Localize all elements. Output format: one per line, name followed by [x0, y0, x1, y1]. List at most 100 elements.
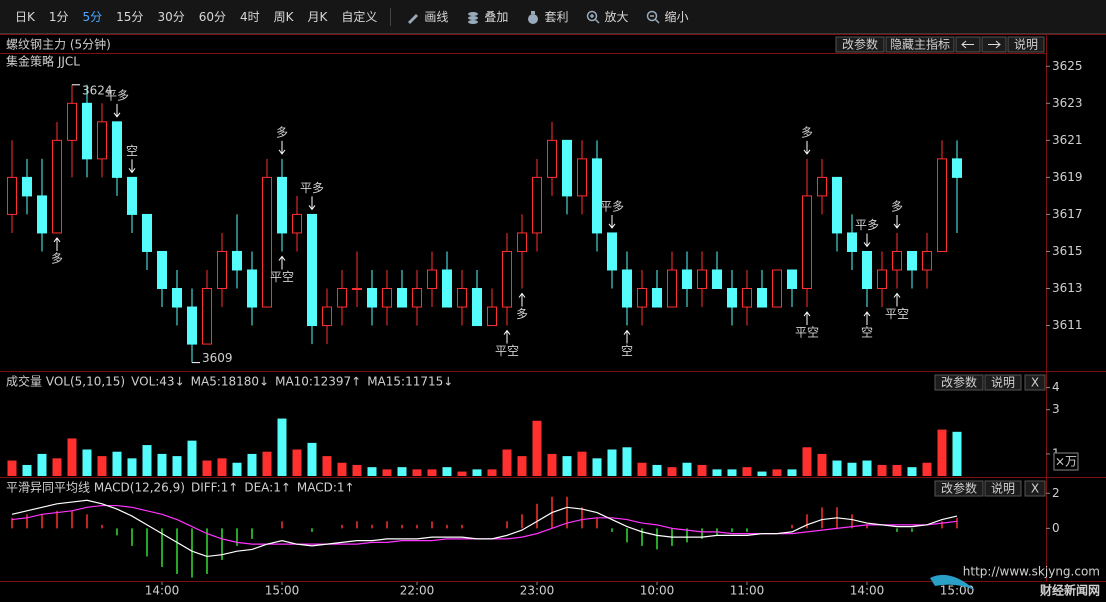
- unit-box: [1053, 452, 1079, 471]
- button[interactable]: [1007, 36, 1045, 53]
- button-label[interactable]: 说明: [1014, 37, 1038, 52]
- volume-bar: [82, 449, 92, 476]
- button[interactable]: [934, 480, 984, 497]
- volume-bar: [22, 464, 32, 476]
- y-tick-label: 3621: [1052, 133, 1083, 147]
- signal-arrow: [278, 255, 286, 270]
- candle-body: [712, 269, 722, 290]
- button[interactable]: [1024, 480, 1046, 497]
- volume-bar: [217, 458, 227, 476]
- signal-label: 多: [801, 125, 813, 139]
- candle-body: [817, 176, 827, 197]
- tool-button[interactable]: 套利: [517, 8, 577, 25]
- volume-bar: [367, 467, 377, 476]
- volume-bar: [67, 438, 77, 476]
- signal-arrow: [803, 140, 811, 155]
- button-label[interactable]: 改参数: [941, 375, 977, 390]
- y-tick-label: 2: [1052, 486, 1060, 500]
- x-tick-label: 14:00: [145, 584, 180, 598]
- volume-bar: [7, 460, 17, 476]
- candle-body: [112, 121, 122, 178]
- volume-bar: [352, 464, 362, 476]
- y-tick-label: 3613: [1052, 281, 1083, 295]
- button[interactable]: [984, 480, 1022, 497]
- volume-bar: [127, 458, 137, 476]
- tool-button[interactable]: 画线: [397, 8, 457, 25]
- period-button[interactable]: 60分: [198, 10, 226, 24]
- candle-body: [307, 213, 317, 327]
- signal-label: 多: [516, 307, 528, 321]
- candle-body: [787, 269, 797, 290]
- period-button[interactable]: 周K: [273, 10, 294, 24]
- period-button[interactable]: 自定义: [341, 10, 378, 24]
- period-button[interactable]: 30分: [157, 10, 185, 24]
- volume-bar: [547, 453, 557, 476]
- period-button[interactable]: 5分: [82, 10, 103, 24]
- button[interactable]: [885, 36, 955, 53]
- volume-bar: [172, 456, 182, 476]
- y-tick-label: 3619: [1052, 170, 1083, 184]
- signal-label: 平多: [855, 218, 879, 232]
- volume-bar: [772, 469, 782, 476]
- button[interactable]: [1024, 374, 1046, 391]
- signal-label: 平多: [105, 88, 129, 102]
- candle-body: [337, 288, 347, 308]
- volume-bar: [97, 456, 107, 476]
- candle-body: [157, 250, 167, 290]
- volume-bar: [667, 467, 677, 476]
- candle-body: [427, 269, 437, 290]
- volume-bar: [787, 469, 797, 476]
- button-label[interactable]: 改参数: [941, 481, 977, 496]
- candle-body: [892, 250, 902, 271]
- candle-body: [292, 213, 302, 234]
- volume-bar: [742, 467, 752, 476]
- period-button[interactable]: 月K: [307, 10, 328, 24]
- volume-bar: [937, 429, 947, 476]
- button-label[interactable]: 隐藏主指标: [890, 37, 950, 52]
- signal-arrow: [128, 159, 136, 174]
- candle-body: [562, 139, 572, 197]
- volume-bar: [412, 469, 422, 476]
- candle-body: [352, 288, 362, 291]
- candle-body: [877, 269, 887, 290]
- tool-icon: [528, 10, 539, 24]
- signal-arrow: [608, 214, 616, 229]
- candle-body: [277, 176, 287, 234]
- tool-button[interactable]: 缩小: [637, 8, 697, 25]
- volume-bar: [442, 467, 452, 476]
- legend-text: MA10:12397↑: [275, 375, 361, 389]
- candle-body: [922, 250, 932, 271]
- y-tick-label: 3611: [1052, 318, 1083, 332]
- volume-bar: [322, 456, 332, 476]
- candle-body: [487, 306, 497, 327]
- y-tick-label: 0: [1052, 521, 1060, 535]
- button[interactable]: [934, 374, 984, 391]
- volume-bar: [382, 469, 392, 476]
- signal-arrow: [863, 233, 871, 248]
- button[interactable]: [835, 36, 885, 53]
- watermark-url: http://www.skjyng.com: [963, 565, 1100, 579]
- tool-button[interactable]: 叠加: [457, 8, 517, 25]
- period-button[interactable]: 4时: [240, 10, 260, 24]
- button-label[interactable]: 改参数: [842, 37, 878, 52]
- candle-body: [262, 176, 272, 308]
- button-label[interactable]: X: [1031, 482, 1039, 496]
- volume-bar: [427, 469, 437, 476]
- button[interactable]: [984, 374, 1022, 391]
- nav-buttons[interactable]: [955, 36, 1007, 53]
- volume-bar: [232, 462, 242, 476]
- tool-button[interactable]: 放大: [577, 8, 637, 25]
- candle-body: [517, 232, 527, 252]
- volume-bar: [652, 464, 662, 476]
- button-label[interactable]: 说明: [991, 375, 1015, 390]
- candle-body: [52, 139, 62, 234]
- button-label[interactable]: 说明: [991, 481, 1015, 496]
- y-tick-label: 3615: [1052, 244, 1083, 258]
- candle-body: [82, 102, 92, 160]
- button-label[interactable]: X: [1031, 376, 1039, 390]
- period-button[interactable]: 1分: [48, 10, 69, 24]
- period-button[interactable]: 日K: [15, 10, 35, 24]
- legend-text: 平滑异同平均线 MACD(12,26,9): [6, 481, 185, 495]
- period-button[interactable]: 15分: [116, 10, 144, 24]
